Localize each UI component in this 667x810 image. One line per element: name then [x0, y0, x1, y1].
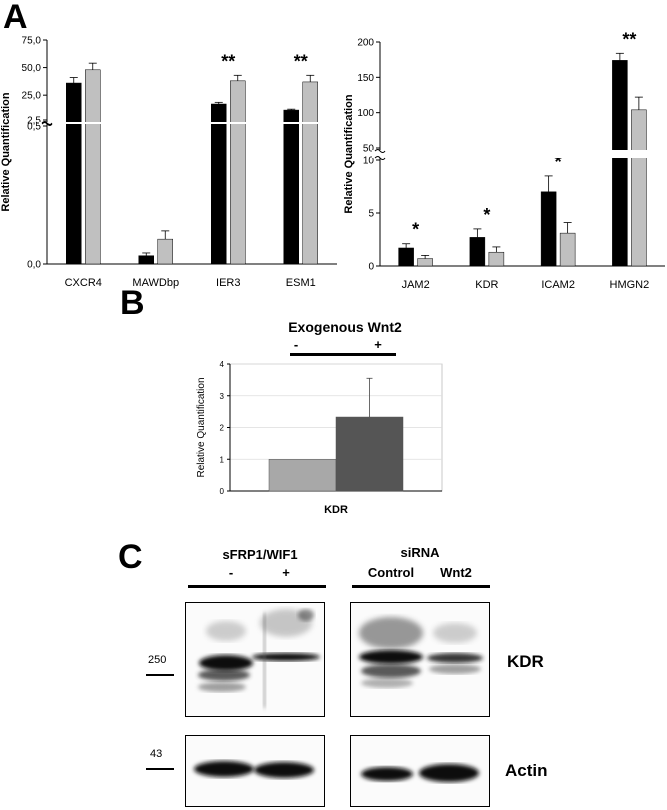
y-tick-label: 2,5: [27, 116, 41, 127]
bar: [268, 459, 337, 492]
significance-marker: *: [555, 152, 562, 172]
y-tick-label: 75,0: [22, 36, 42, 47]
panel-letter-a: A: [3, 0, 28, 36]
blot-actin-left: [185, 735, 325, 807]
axis-break-band: [39, 122, 337, 124]
mw-marker-250: 250: [148, 654, 167, 666]
bar: [230, 80, 246, 265]
axis-break-band: [372, 150, 665, 158]
y-tick-label: 0,5: [27, 122, 41, 133]
x-tick-label: JAM2: [402, 279, 430, 291]
y-tick-label: 50: [363, 144, 375, 155]
mw-marker-43-line: [146, 768, 174, 770]
bar: [66, 82, 82, 265]
axis-break-mark: [374, 149, 386, 160]
y-tick-label: 10: [363, 156, 375, 167]
mw-marker-43: 43: [150, 748, 163, 760]
y-axis-label: Relative Quantification: [0, 92, 12, 211]
bar: [157, 238, 173, 265]
blot-actin-right: [350, 735, 490, 807]
significance-marker: *: [483, 205, 490, 225]
y-axis-label: Relative Quantification: [343, 94, 355, 213]
mw-marker-250-line: [146, 674, 174, 676]
blot-kdr-left: [185, 602, 325, 717]
blot-left-bracket: [188, 585, 326, 588]
x-tick-label: MAWDbp: [132, 277, 179, 289]
y-tick-label: 2: [220, 424, 225, 433]
panel-b-condition-minus: -: [293, 337, 299, 352]
bar: [540, 191, 557, 267]
bar: [631, 109, 647, 267]
axis-break-mark: [41, 121, 53, 126]
blot-left-condition-plus: +: [282, 565, 290, 580]
blot-right-condition-control: Control: [367, 565, 415, 580]
y-tick-label: 3: [220, 392, 225, 401]
blot-kdr-left-image: [198, 609, 320, 708]
y-tick-label: 0,0: [27, 260, 41, 271]
y-tick-label: 25,0: [22, 91, 42, 102]
y-tick-label: 200: [357, 38, 374, 49]
y-tick-label: 0: [220, 487, 225, 496]
significance-marker: **: [622, 30, 636, 49]
blot-right-condition-wnt2: Wnt2: [440, 565, 472, 580]
panel-letter-c: C: [118, 538, 143, 576]
bar: [302, 81, 318, 265]
y-tick-label: 5: [368, 209, 374, 220]
bar: [398, 247, 414, 267]
panel-letter-b: B: [120, 284, 145, 322]
significance-marker: *: [412, 220, 419, 240]
x-axis-label: KDR: [324, 504, 348, 516]
y-tick-label: 1: [220, 455, 225, 464]
blot-kdr-right: [350, 602, 490, 717]
bar: [559, 232, 576, 267]
bar: [283, 109, 299, 265]
panel-b-condition-plus: +: [374, 337, 382, 352]
bar: [85, 69, 101, 265]
y-tick-label: 4: [220, 360, 225, 369]
bar: [469, 237, 486, 267]
y-tick-label: 150: [357, 73, 374, 84]
bar: [211, 103, 227, 265]
panel-b-bracket: [290, 353, 396, 356]
x-tick-label: IER3: [216, 277, 240, 289]
x-tick-label: ESM1: [286, 277, 316, 289]
significance-marker: **: [294, 51, 308, 71]
blot-kdr-right-image: [359, 617, 483, 688]
x-tick-label: KDR: [475, 279, 498, 291]
y-axis-label: Relative Quantification: [196, 377, 207, 477]
blot-right-header: siRNA: [400, 545, 440, 560]
blot-label-actin: Actin: [505, 761, 548, 780]
bar: [488, 251, 505, 267]
y-tick-label: 100: [357, 108, 374, 119]
significance-marker: **: [221, 51, 235, 71]
panel-b-title: Exogenous Wnt2: [288, 319, 402, 335]
bar: [138, 255, 154, 265]
chart-b: 0 1 2 3 4 Relative Quantification KDR: [196, 360, 443, 516]
bar: [417, 258, 433, 267]
chart-a-left: 0,0 0,52,5 25,0 50,0 75,0 Relative Quantifica…: [0, 36, 337, 289]
x-tick-label: ICAM2: [541, 279, 575, 291]
y-tick-label: 50,0: [22, 63, 42, 74]
blot-left-header: sFRP1/WIF1: [222, 547, 298, 562]
blot-actin-left-image: [194, 761, 314, 778]
blot-actin-right-image: [361, 764, 479, 782]
bar: [335, 416, 404, 492]
x-tick-label: HMGN2: [610, 279, 650, 291]
x-tick-label: CXCR4: [65, 277, 102, 289]
blot-left-condition-minus: -: [228, 565, 234, 580]
blot-right-bracket: [352, 585, 490, 588]
bar: [612, 60, 628, 267]
y-tick-label: 0: [368, 262, 374, 273]
blot-label-kdr: KDR: [507, 652, 544, 671]
